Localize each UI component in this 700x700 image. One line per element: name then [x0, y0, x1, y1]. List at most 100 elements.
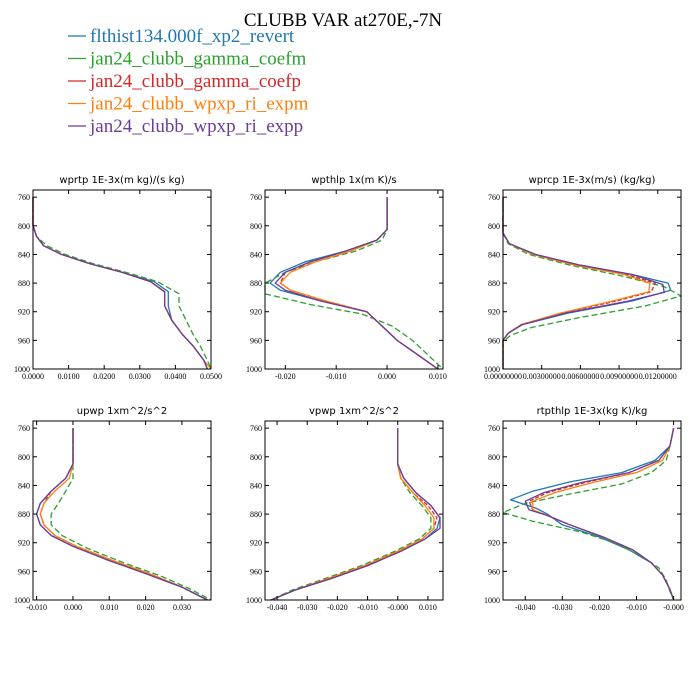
y-tick-label: 1000	[246, 596, 262, 605]
y-tick-label: 760	[488, 424, 500, 433]
x-tick-label: 0.0400	[164, 372, 186, 381]
x-tick-label: 0.0100	[58, 372, 80, 381]
x-tick-label: 0.01200000	[639, 372, 677, 381]
y-tick-label: 960	[488, 336, 500, 345]
panel-2: wpthlp 1x(m K)/s 760 800 840 880 920 960 1000 -0…	[246, 175, 447, 381]
y-tick-label: 920	[250, 539, 262, 548]
x-tick-label: 0.000	[378, 372, 396, 381]
legend-entry-5: jan24_clubb_wpxp_ri_expp	[89, 116, 303, 137]
series-line-2	[50, 428, 212, 601]
y-tick-label: 840	[250, 481, 262, 490]
x-tick-label: 0.010	[100, 603, 118, 612]
x-tick-label: 0.0000	[22, 372, 44, 381]
y-tick-label: 840	[18, 481, 30, 490]
y-tick-label: 880	[18, 510, 30, 519]
legend-entry-3: jan24_clubb_gamma_coefp	[89, 71, 301, 92]
y-tick-label: 880	[250, 279, 262, 288]
plot-frame	[32, 189, 212, 370]
x-tick-label: -0.010	[326, 372, 347, 381]
x-tick-label: 0.000	[64, 603, 82, 612]
series-line-5	[270, 428, 441, 601]
plot-frame	[502, 189, 682, 370]
x-tick-label: -0.040	[267, 603, 288, 612]
y-tick-label: 960	[250, 336, 262, 345]
series-line-5	[274, 197, 439, 370]
x-tick-label: 0.00300000	[523, 372, 561, 381]
panel-5: vpwp 1xm^2/s^2 760 800 840 880 920 960 1000 -0.0…	[246, 406, 444, 612]
y-tick-label: 960	[488, 567, 500, 576]
x-tick-label: 0.0300	[129, 372, 151, 381]
y-tick-label: 880	[250, 510, 262, 519]
y-tick-label: 960	[18, 567, 30, 576]
panel-1: wprtp 1E-3x(m kg)/(s kg) 760 800 840 880 920 9…	[14, 175, 222, 381]
y-tick-label: 1000	[14, 596, 30, 605]
x-tick-label: 0.0500	[200, 372, 222, 381]
panel-6: rtpthlp 1E-3x(kg K)/kg 760 800 840 880 920 960…	[484, 406, 684, 612]
plot-frame	[502, 420, 682, 601]
x-tick-label: 0.0200	[93, 372, 115, 381]
series-line-2	[32, 197, 212, 370]
x-tick-label: -0.010	[26, 603, 47, 612]
y-tick-label: 760	[18, 424, 30, 433]
y-tick-label: 1000	[484, 365, 500, 374]
series-line-5	[502, 197, 665, 369]
x-tick-label: 0.00000000	[484, 372, 522, 381]
y-tick-label: 800	[18, 222, 30, 231]
panel-4: upwp 1xm^2/s^2 760 800 840 880 920 960 1000-0.0…	[14, 406, 212, 612]
y-tick-label: 1000	[484, 596, 500, 605]
panel-title: vpwp 1xm^2/s^2	[309, 406, 399, 417]
series-line-5	[32, 197, 209, 370]
x-tick-label: -0.000	[663, 603, 684, 612]
y-tick-label: 840	[488, 481, 500, 490]
x-tick-label: -0.020	[589, 603, 610, 612]
panel-title: wpthlp 1x(m K)/s	[311, 175, 396, 186]
y-tick-label: 880	[18, 279, 30, 288]
y-tick-label: 960	[250, 567, 262, 576]
y-tick-label: 920	[18, 308, 30, 317]
x-tick-label: 0.00900000	[600, 372, 638, 381]
y-tick-label: 920	[18, 539, 30, 548]
y-tick-label: 920	[488, 308, 500, 317]
x-tick-label: -0.040	[515, 603, 536, 612]
y-tick-label: 960	[18, 336, 30, 345]
y-tick-label: 880	[488, 510, 500, 519]
x-tick-label: 0.010	[419, 603, 437, 612]
series-line-2	[502, 197, 682, 369]
y-tick-label: 800	[250, 222, 262, 231]
y-tick-label: 880	[488, 279, 500, 288]
series-line-5	[524, 428, 675, 601]
series-line-2	[502, 428, 675, 601]
y-tick-label: 920	[488, 539, 500, 548]
plot-frame	[264, 189, 444, 370]
panels-grid: wprtp 1E-3x(m kg)/(s kg) 760 800 840 880 920 9…	[14, 175, 684, 612]
y-tick-label: 760	[18, 193, 30, 202]
series-line-4	[39, 428, 208, 601]
series-line-5	[35, 428, 208, 601]
legend-entry-4: jan24_clubb_wpxp_ri_expm	[89, 94, 309, 115]
y-tick-label: 920	[250, 308, 262, 317]
y-tick-label: 800	[250, 453, 262, 462]
x-tick-label: -0.030	[297, 603, 318, 612]
series-line-4	[270, 428, 435, 601]
x-tick-label: 0.00600000	[561, 372, 599, 381]
x-tick-label: 0.010	[429, 372, 447, 381]
x-tick-label: -0.020	[275, 372, 296, 381]
y-tick-label: 1000	[246, 365, 262, 374]
legend: flthist134.000f_xp2_revert jan24_clubb_ga…	[68, 26, 309, 137]
x-tick-label: 0.030	[173, 603, 191, 612]
figure-title: CLUBB VAR at270E,-7N	[244, 10, 443, 31]
panel-title: rtpthlp 1E-3x(kg K)/kg	[537, 406, 648, 417]
x-tick-label: -0.020	[327, 603, 348, 612]
y-tick-label: 840	[250, 250, 262, 259]
y-tick-label: 800	[488, 453, 500, 462]
y-tick-label: 760	[488, 193, 500, 202]
y-tick-label: 800	[18, 453, 30, 462]
legend-entry-1: flthist134.000f_xp2_revert	[90, 26, 295, 47]
y-tick-label: 840	[488, 250, 500, 259]
y-tick-label: 840	[18, 250, 30, 259]
x-tick-label: -0.010	[626, 603, 647, 612]
y-tick-label: 760	[250, 424, 262, 433]
panel-title: wprcp 1E-3x(m/s) (kg/kg)	[529, 175, 656, 186]
